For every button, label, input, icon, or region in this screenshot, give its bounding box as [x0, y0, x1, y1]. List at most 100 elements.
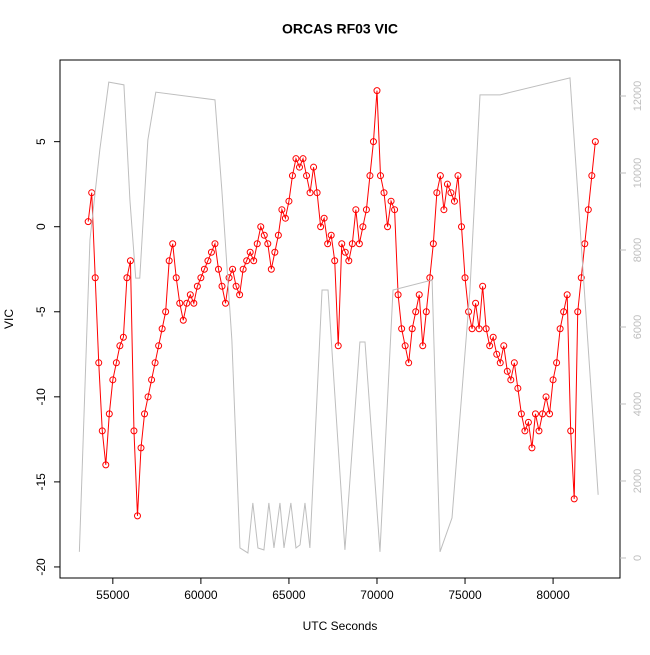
data-point [398, 325, 406, 333]
data-point [190, 299, 198, 307]
data-point [440, 206, 448, 214]
data-point [271, 248, 279, 256]
data-point [211, 240, 219, 248]
y2-tick-label: 6000 [632, 315, 644, 339]
data-point [560, 308, 568, 316]
data-point [482, 325, 490, 333]
data-point [324, 240, 332, 248]
x-tick-label: 75000 [448, 588, 482, 602]
data-point [253, 240, 261, 248]
data-point [303, 172, 311, 180]
data-point [222, 299, 230, 307]
data-point [112, 359, 120, 367]
data-point [257, 223, 265, 231]
data-point [510, 359, 518, 367]
data-point [236, 291, 244, 299]
data-point [218, 282, 226, 290]
data-point [144, 393, 152, 401]
data-point [450, 197, 458, 205]
data-point [299, 155, 307, 163]
data-point [98, 427, 106, 435]
data-point [334, 342, 342, 350]
data-point [369, 138, 377, 146]
data-point [141, 410, 149, 418]
data-point [563, 291, 571, 299]
data-point [528, 444, 536, 452]
y2-tick-label: 10000 [632, 158, 644, 189]
data-point [148, 376, 156, 384]
data-point [225, 274, 233, 282]
data-point [197, 274, 205, 282]
data-point [162, 308, 170, 316]
data-point [274, 231, 282, 239]
data-point [243, 257, 251, 265]
data-point [524, 418, 532, 426]
data-point [373, 87, 381, 95]
data-point [496, 359, 504, 367]
data-point [454, 172, 462, 180]
data-point [377, 172, 385, 180]
y-tick-label: 0 [34, 223, 48, 230]
data-point [472, 299, 480, 307]
y-tick-label: 5 [34, 138, 48, 145]
x-tick-label: 60000 [184, 588, 218, 602]
data-point [348, 240, 356, 248]
x-tick-label: 55000 [96, 588, 130, 602]
data-point [493, 350, 501, 358]
data-point [574, 308, 582, 316]
data-point [384, 223, 392, 231]
data-point [546, 410, 554, 418]
data-point [535, 427, 543, 435]
data-point [401, 342, 409, 350]
data-point [246, 248, 254, 256]
data-point [116, 342, 124, 350]
data-point [514, 384, 522, 392]
y2-tick-label: 12000 [632, 81, 644, 112]
data-point [158, 325, 166, 333]
data-point [95, 359, 103, 367]
data-point [479, 282, 487, 290]
plot-frame [59, 59, 621, 579]
y-axis-label: VIC [2, 309, 16, 329]
data-point [567, 427, 575, 435]
data-point [232, 282, 240, 290]
data-point [267, 265, 275, 273]
data-point [317, 223, 325, 231]
data-point [186, 291, 194, 299]
data-point [433, 189, 441, 197]
data-point [130, 427, 138, 435]
data-point [281, 214, 289, 222]
data-point [292, 155, 300, 163]
data-point [193, 282, 201, 290]
data-point [105, 410, 113, 418]
data-point [507, 376, 515, 384]
y2-tick-label: 4000 [632, 392, 644, 416]
data-point [91, 274, 99, 282]
data-point [183, 299, 191, 307]
y-tick-label: -5 [34, 306, 48, 317]
data-point [447, 189, 455, 197]
data-point [521, 427, 529, 435]
y-tick-label: -20 [34, 558, 48, 576]
y2-tick-label: 2000 [632, 469, 644, 493]
data-point [123, 274, 131, 282]
x-tick-label: 70000 [360, 588, 394, 602]
data-point [306, 189, 314, 197]
data-point [461, 274, 469, 282]
data-point [285, 197, 293, 205]
data-point [391, 206, 399, 214]
data-point [165, 257, 173, 265]
data-point [539, 410, 547, 418]
series-line [87, 90, 596, 516]
data-point [394, 291, 402, 299]
data-point [503, 367, 511, 375]
y2-tick-label: 8000 [632, 238, 644, 262]
data-point [584, 206, 592, 214]
data-point [352, 206, 360, 214]
data-point [362, 206, 370, 214]
data-point [200, 265, 208, 273]
y2-tick-label: 0 [632, 555, 644, 561]
data-point [355, 240, 363, 248]
data-point [204, 257, 212, 265]
